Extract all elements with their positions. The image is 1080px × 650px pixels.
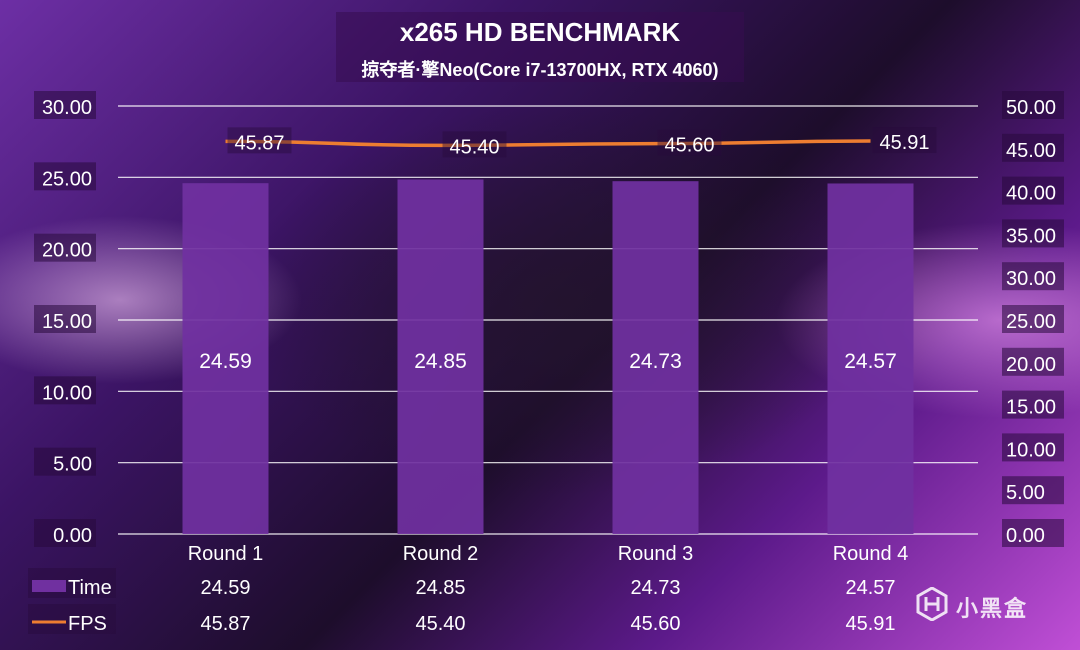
bar (612, 181, 699, 534)
chart-subtitle: 掠夺者·擎Neo(Core i7-13700HX, RTX 4060) (361, 60, 719, 80)
tick-label-bg (34, 305, 96, 333)
tick-label-bg (1002, 519, 1064, 547)
left-tick-label: 25.00 (42, 168, 92, 190)
category-label: Round 4 (833, 543, 909, 565)
tick-label-bg (1002, 176, 1064, 205)
legend-label: FPS (68, 613, 107, 635)
left-tick-label: 15.00 (42, 311, 92, 333)
right-tick-label: 30.00 (1006, 268, 1056, 290)
tick-label-bg (34, 233, 96, 262)
right-tick-label: 40.00 (1006, 183, 1056, 205)
left-tick-label: 30.00 (42, 97, 92, 119)
table-cell: 45.91 (845, 613, 895, 635)
bar (182, 183, 269, 534)
table-cell: 45.60 (630, 613, 680, 635)
right-tick-label: 10.00 (1006, 439, 1056, 461)
tick-label-bg (1002, 433, 1064, 462)
title-box: x265 HD BENCHMARK 掠夺者·擎Neo(Core i7-13700… (336, 12, 744, 82)
tick-label-bg (1002, 305, 1064, 333)
tick-label-bg (1002, 476, 1064, 505)
table-cell: 24.85 (415, 577, 465, 599)
bar-data-label: 24.85 (414, 350, 467, 373)
right-tick-label: 5.00 (1006, 482, 1045, 504)
right-tick-label: 50.00 (1006, 97, 1056, 119)
tick-label-bg (34, 91, 96, 119)
brand-logo-icon (916, 587, 948, 621)
line-data-label: 45.87 (234, 132, 284, 154)
left-tick-label: 20.00 (42, 240, 92, 262)
bar-data-label: 24.57 (844, 350, 897, 373)
line-data-label: 45.91 (879, 132, 929, 154)
watermark-text: 小黑盒 (956, 596, 1029, 621)
table-cell: 45.87 (200, 613, 250, 635)
right-tick-label: 15.00 (1006, 397, 1056, 419)
bar-data-label: 24.73 (629, 350, 682, 373)
left-tick-label: 5.00 (53, 454, 92, 476)
legend-swatch-time (32, 580, 66, 592)
right-tick-label: 35.00 (1006, 225, 1056, 247)
line-label-bg (227, 127, 292, 154)
tick-label-bg (34, 447, 96, 476)
tick-label-bg (1002, 219, 1064, 248)
tick-label-bg (34, 162, 96, 191)
right-tick-label: 20.00 (1006, 354, 1056, 376)
line-label-bg (657, 129, 722, 156)
table-cell: 24.73 (630, 577, 680, 599)
category-label: Round 2 (403, 543, 479, 565)
left-tick-label: 0.00 (53, 525, 92, 547)
bar (827, 183, 914, 534)
category-label: Round 3 (618, 543, 694, 565)
tick-label-bg (34, 376, 96, 405)
right-tick-label: 45.00 (1006, 140, 1056, 162)
tick-label-bg (1002, 91, 1064, 119)
legend-label: Time (68, 577, 112, 599)
bar-data-label: 24.59 (199, 350, 252, 373)
table-cell: 24.57 (845, 577, 895, 599)
table-cell: 45.40 (415, 613, 465, 635)
fps-line (225, 139, 871, 148)
category-label: Round 1 (188, 543, 264, 565)
line-data-label: 45.60 (664, 135, 714, 157)
tick-label-bg (34, 519, 96, 547)
right-tick-label: 0.00 (1006, 525, 1045, 547)
line-data-label: 45.40 (449, 136, 499, 158)
tick-label-bg (1002, 133, 1064, 162)
bar (397, 179, 484, 534)
watermark-logo: 小黑盒 (916, 585, 1046, 625)
line-label-bg (442, 131, 507, 158)
table-cell: 24.59 (200, 577, 250, 599)
right-tick-label: 25.00 (1006, 311, 1056, 333)
tick-label-bg (1002, 262, 1064, 291)
line-label-bg (872, 127, 937, 154)
tick-label-bg (1002, 347, 1064, 376)
left-tick-label: 10.00 (42, 382, 92, 404)
chart-title: x265 HD BENCHMARK (399, 17, 681, 47)
tick-label-bg (1002, 390, 1064, 419)
legend-bg (28, 604, 116, 634)
